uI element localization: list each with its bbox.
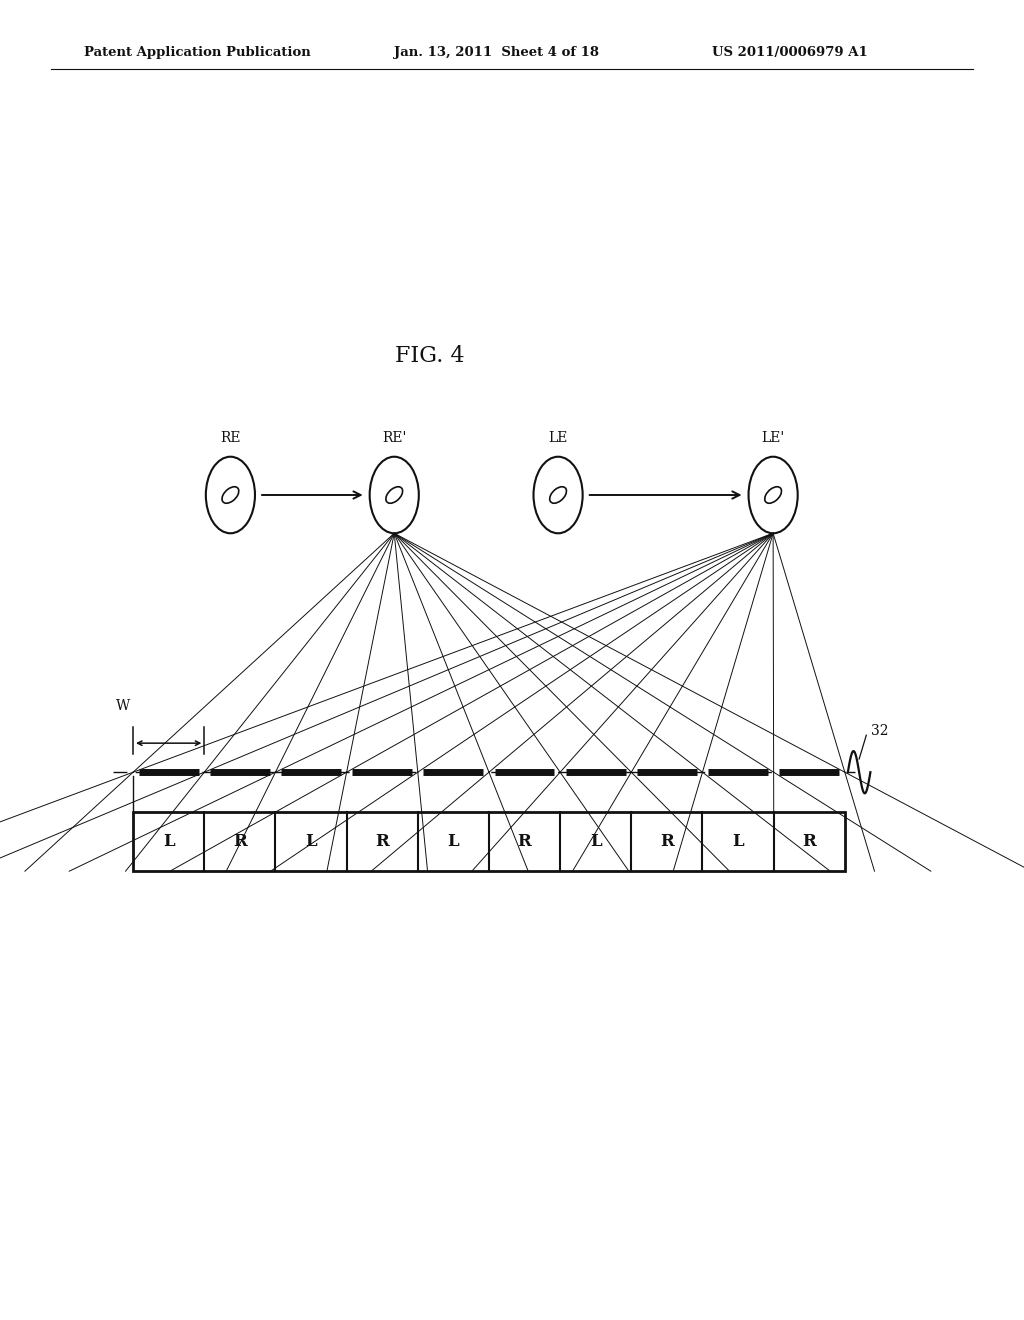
Text: R: R <box>660 833 674 850</box>
Text: RE': RE' <box>382 430 407 445</box>
Text: W: W <box>116 700 130 713</box>
Text: 32: 32 <box>871 725 889 738</box>
Text: L: L <box>163 833 174 850</box>
Text: L: L <box>447 833 459 850</box>
Text: LE: LE <box>549 430 567 445</box>
Text: Patent Application Publication: Patent Application Publication <box>84 46 310 59</box>
Text: Jan. 13, 2011  Sheet 4 of 18: Jan. 13, 2011 Sheet 4 of 18 <box>394 46 599 59</box>
Text: FIG. 4: FIG. 4 <box>395 346 465 367</box>
Text: R: R <box>803 833 816 850</box>
Text: L: L <box>590 833 601 850</box>
Text: R: R <box>518 833 531 850</box>
Text: L: L <box>305 833 316 850</box>
Text: LE': LE' <box>762 430 784 445</box>
Text: US 2011/0006979 A1: US 2011/0006979 A1 <box>712 46 867 59</box>
Text: L: L <box>732 833 743 850</box>
Bar <box>133 812 845 871</box>
Text: R: R <box>233 833 247 850</box>
Text: R: R <box>376 833 389 850</box>
Text: RE: RE <box>220 430 241 445</box>
